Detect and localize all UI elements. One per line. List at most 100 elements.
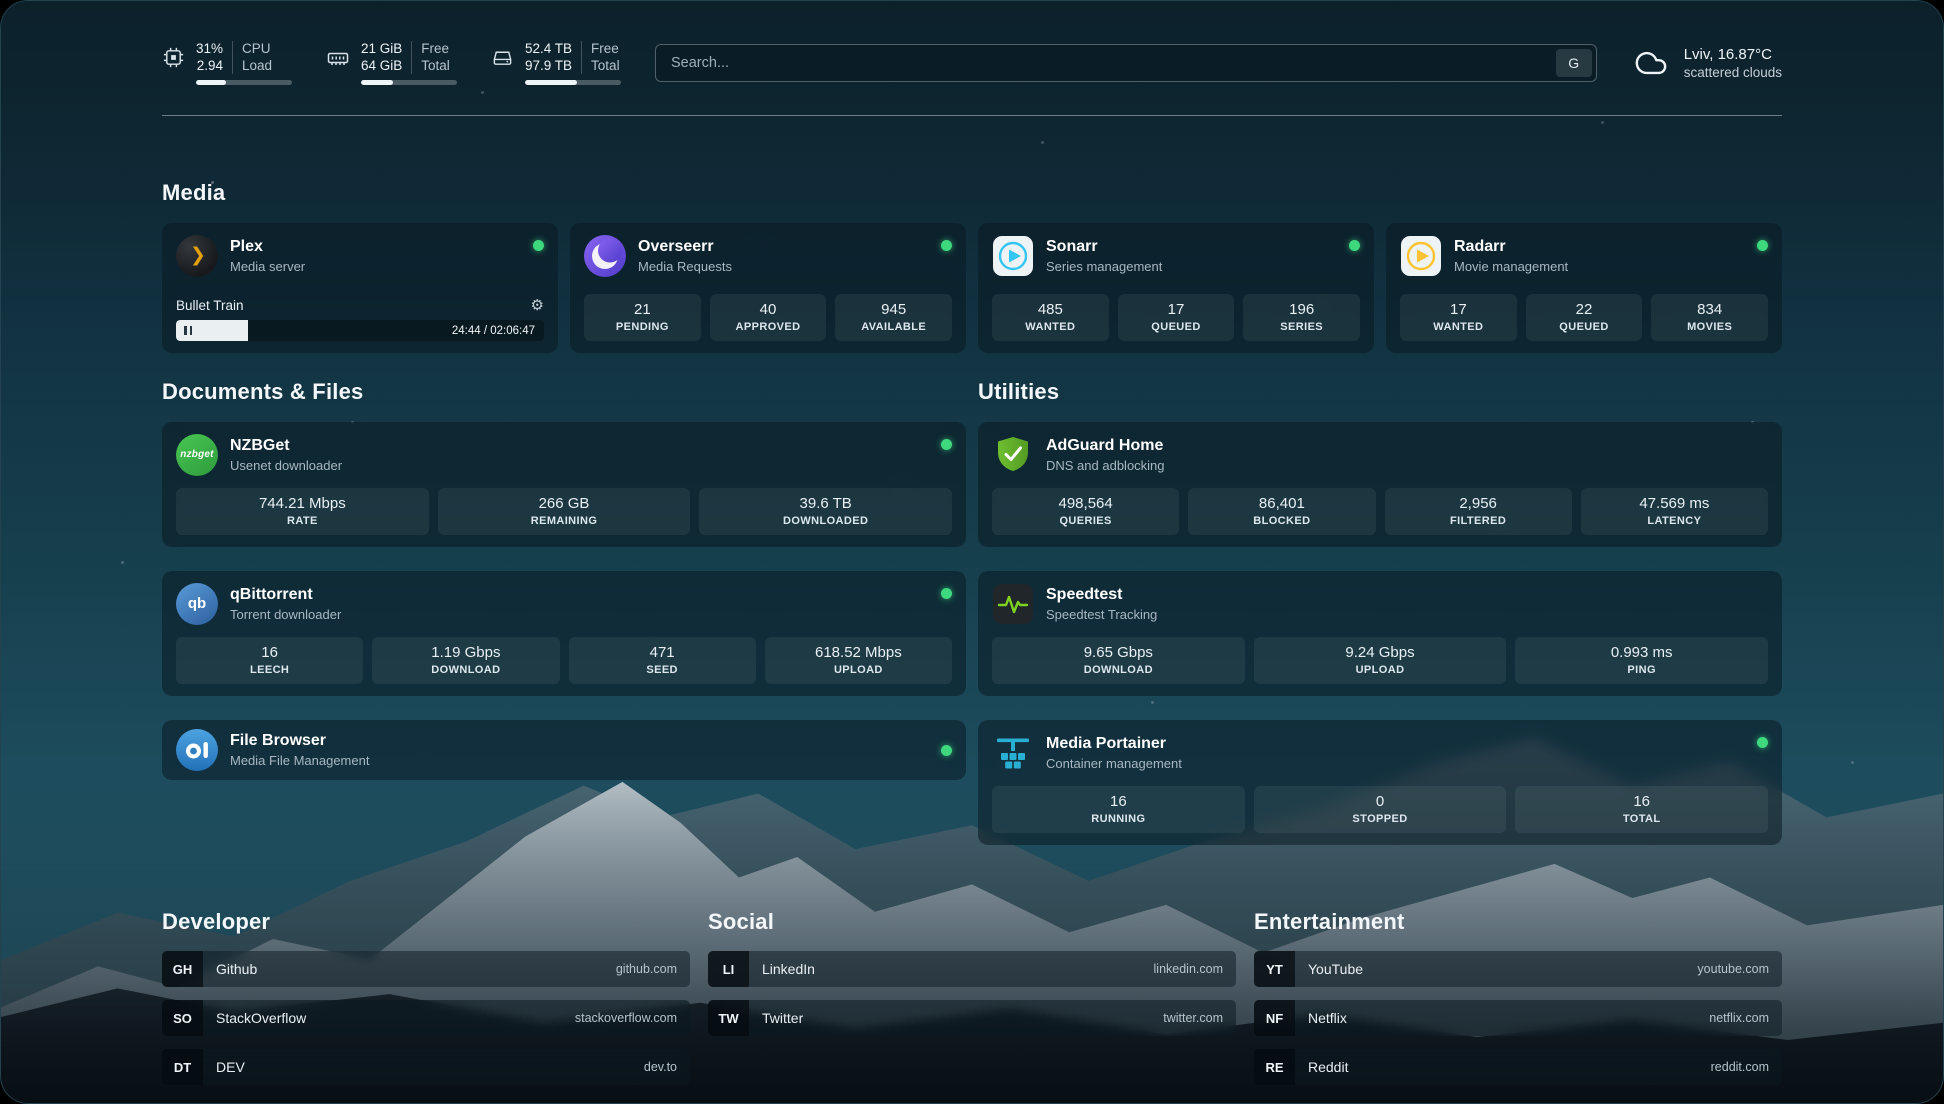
weather-widget: Lviv, 16.87°C scattered clouds (1631, 46, 1782, 80)
stat-value: 16 (1633, 793, 1651, 810)
overseerr-card[interactable]: Overseerr Media Requests 21 PENDING 40 A… (570, 223, 966, 353)
playback-progress-fill (176, 320, 248, 341)
search-input[interactable] (655, 44, 1597, 82)
bookmark-linkedin[interactable]: LI LinkedIn linkedin.com (708, 951, 1236, 987)
stat-label: AVAILABLE (861, 321, 927, 333)
cpu-label-bottom: Load (242, 58, 273, 73)
now-playing-row: Bullet Train ⚙ (176, 298, 544, 313)
plex-card[interactable]: ❯ Plex Media server Bullet Train ⚙ (162, 223, 558, 353)
memory-values: 21 GiB 64 GiB (361, 41, 402, 74)
utilities-section: Utilities AdGuard (978, 379, 1782, 845)
speedtest-stats: 9.65 Gbps DOWNLOAD 9.24 Gbps UPLOAD 0.99… (992, 637, 1769, 684)
app-subtitle: Series management (1046, 259, 1163, 274)
sonarr-titles: Sonarr Series management (1046, 238, 1337, 274)
search-engine-button[interactable]: G (1555, 49, 1592, 77)
stat-label: SERIES (1280, 321, 1324, 333)
twitter-badge-icon: TW (708, 1000, 749, 1036)
stat-value: 16 (261, 644, 278, 661)
qbittorrent-card[interactable]: qb qBittorrent Torrent downloader 16 LEE… (162, 571, 966, 696)
pause-button[interactable] (184, 326, 192, 335)
stat-label: TOTAL (1622, 813, 1661, 825)
portainer-crane-icon (992, 732, 1034, 774)
bookmarks-section: Developer GH Github github.com SO StackO… (162, 909, 1782, 1085)
bookmark-twitter[interactable]: TW Twitter twitter.com (708, 1000, 1236, 1036)
bookmark-github[interactable]: GH Github github.com (162, 951, 690, 987)
stat-label: QUERIES (1059, 515, 1112, 527)
stat-value: 16 (1109, 793, 1127, 810)
sonarr-card[interactable]: Sonarr Series management 485 WANTED 17 Q… (978, 223, 1374, 353)
weather-condition: scattered clouds (1683, 65, 1782, 80)
storage-labels: Free Total (591, 41, 620, 74)
speedtest-card[interactable]: Speedtest Speedtest Tracking 9.65 Gbps D… (978, 571, 1782, 696)
playback-time: 24:44 / 02:06:47 (451, 324, 535, 337)
stat-upload: 9.24 Gbps UPLOAD (1253, 637, 1507, 684)
bookmark-reddit[interactable]: RE Reddit reddit.com (1254, 1049, 1782, 1085)
stat-label: BLOCKED (1253, 515, 1311, 527)
cpu-text: 31% 2.94 CPU Load (196, 41, 292, 74)
status-dot-online (941, 240, 952, 251)
bookmark-url: github.com (615, 962, 677, 976)
stat-label: SEED (646, 664, 678, 676)
app-title: Overseerr (638, 238, 714, 255)
stat-total: 16 TOTAL (1515, 786, 1769, 833)
overseerr-stats: 21 PENDING 40 APPROVED 945 AVAILABLE (584, 294, 953, 341)
cpu-usage-value: 31% (196, 41, 224, 56)
bookmark-stackoverflow[interactable]: SO StackOverflow stackoverflow.com (162, 1000, 690, 1036)
storage-text: 52.4 TB 97.9 TB Free Total (525, 41, 621, 74)
speedtest-pulse-icon (992, 583, 1034, 625)
stat-rate: 744.21 Mbps RATE (176, 488, 429, 535)
bookmark-youtube[interactable]: YT YouTube youtube.com (1254, 951, 1782, 987)
settings-gear-icon[interactable]: ⚙ (530, 297, 544, 314)
overseerr-titles: Overseerr Media Requests (638, 238, 929, 274)
status-dot-online (533, 240, 544, 251)
bookmark-netflix[interactable]: NF Netflix netflix.com (1254, 1000, 1782, 1036)
stat-value: 0 (1375, 793, 1385, 810)
bookmark-dev[interactable]: DT DEV dev.to (162, 1049, 690, 1085)
app-title: NZBGet (230, 437, 290, 454)
stat-upload: 618.52 Mbps UPLOAD (764, 637, 952, 684)
app-subtitle: Media server (230, 259, 306, 274)
stat-latency: 47.569 ms LATENCY (1580, 488, 1768, 535)
system-monitor-group: 31% 2.94 CPU Load (162, 41, 621, 85)
qbittorrent-icon: qb (176, 583, 218, 625)
playback-progress-bar[interactable]: 24:44 / 02:06:47 (176, 320, 544, 341)
storage-widget: 52.4 TB 97.9 TB Free Total (491, 41, 621, 85)
nzbget-card[interactable]: nzbget NZBGet Usenet downloader 744.21 M… (162, 422, 966, 547)
entertainment-section-title: Entertainment (1254, 909, 1405, 934)
app-subtitle: Media Requests (638, 259, 732, 274)
netflix-badge-icon: NF (1254, 1000, 1295, 1036)
bookmark-url: linkedin.com (1153, 962, 1223, 976)
github-badge-icon: GH (162, 951, 203, 987)
stat-value: 17 (1167, 301, 1185, 318)
bookmark-url: reddit.com (1710, 1060, 1769, 1074)
status-dot-online (941, 744, 952, 756)
app-title: Speedtest (1046, 586, 1123, 603)
bookmark-url: stackoverflow.com (574, 1011, 677, 1025)
portainer-card[interactable]: Media Portainer Container management 16 … (978, 720, 1782, 845)
adguard-card[interactable]: AdGuard Home DNS and adblocking 498,564 … (978, 422, 1782, 547)
hard-drive-icon (491, 46, 514, 85)
radarr-header: Radarr Movie management (1400, 235, 1768, 277)
stat-value: 498,564 (1058, 495, 1113, 512)
stat-label: RUNNING (1091, 813, 1146, 825)
storage-separator (581, 41, 583, 74)
storage-label-top: Free (591, 41, 619, 56)
stat-queries: 498,564 QUERIES (992, 488, 1180, 535)
stat-label: QUEUED (1151, 321, 1201, 333)
stat-value: 0.993 ms (1610, 644, 1673, 661)
bookmark-url: youtube.com (1697, 962, 1769, 976)
memory-separator (411, 41, 413, 74)
status-dot-online (1757, 737, 1768, 748)
weather-location: Lviv, 16.87°C (1683, 46, 1772, 63)
radarr-icon (1400, 235, 1442, 277)
radarr-card[interactable]: Radarr Movie management 17 WANTED 22 QUE… (1386, 223, 1782, 353)
cpu-separator (232, 41, 234, 74)
documents-section: Documents & Files nzbget NZBGet Usenet d… (162, 379, 966, 780)
nzbget-header: nzbget NZBGet Usenet downloader (176, 434, 952, 476)
sonarr-icon (992, 235, 1034, 277)
middle-sections: Documents & Files nzbget NZBGet Usenet d… (162, 379, 1782, 845)
filebrowser-card[interactable]: File Browser Media File Management (162, 720, 966, 780)
weather-text: Lviv, 16.87°C scattered clouds (1684, 46, 1782, 80)
social-bookmarks: Social LI LinkedIn linkedin.com TW Twitt… (708, 909, 1236, 1085)
